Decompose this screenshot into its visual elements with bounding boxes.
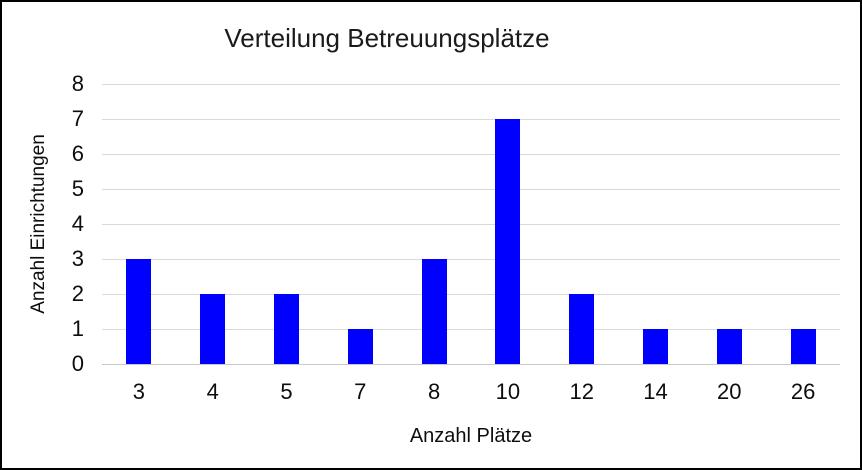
x-tick-label-10: 10 [495, 379, 521, 404]
y-tick-label-3: 3 [71, 246, 84, 271]
x-tick-label-4: 4 [206, 379, 219, 404]
gridline-y-7 [102, 119, 840, 120]
gridline-y-3 [102, 259, 840, 260]
bar-5 [274, 294, 299, 364]
x-tick-label-12: 12 [569, 379, 594, 404]
gridline-y-8 [102, 84, 840, 85]
bar-7 [347, 329, 373, 364]
x-tick-label-7: 7 [354, 379, 367, 404]
bar-4 [200, 294, 226, 364]
x-tick-label-8: 8 [427, 379, 441, 404]
chart-title: Verteilung Betreuungsplätze [224, 23, 550, 53]
bar-26 [790, 329, 816, 364]
y-tick-label-7: 7 [71, 106, 84, 131]
x-axis-title: Anzahl Plätze [409, 425, 533, 447]
y-tick-label-2: 2 [71, 281, 84, 306]
gridline-y-1 [102, 329, 840, 330]
x-tick-label-26: 26 [790, 379, 816, 404]
x-tick-label-14: 14 [643, 379, 668, 404]
y-tick-label-5: 5 [71, 176, 84, 201]
bar-10 [495, 119, 521, 364]
x-tick-label-5: 5 [280, 379, 293, 404]
y-tick-label-4: 4 [71, 211, 84, 236]
x-tick-label-20: 20 [717, 379, 742, 404]
y-tick-label-0: 0 [71, 351, 84, 376]
y-tick-label-8: 8 [71, 71, 84, 96]
x-axis-line [102, 364, 840, 365]
gridline-y-4 [102, 224, 840, 225]
y-tick-label-1: 1 [71, 316, 84, 341]
bar-8 [421, 259, 447, 364]
bar-20 [716, 329, 742, 364]
bar-12 [569, 294, 595, 364]
gridline-y-5 [102, 189, 840, 190]
y-tick-label-6: 6 [71, 141, 84, 166]
plot-area [102, 84, 840, 365]
bar-3 [126, 259, 152, 364]
x-tick-label-3: 3 [132, 379, 146, 404]
bar-14 [643, 329, 668, 364]
gridline-y-6 [102, 154, 840, 155]
gridline-y-2 [102, 294, 840, 295]
